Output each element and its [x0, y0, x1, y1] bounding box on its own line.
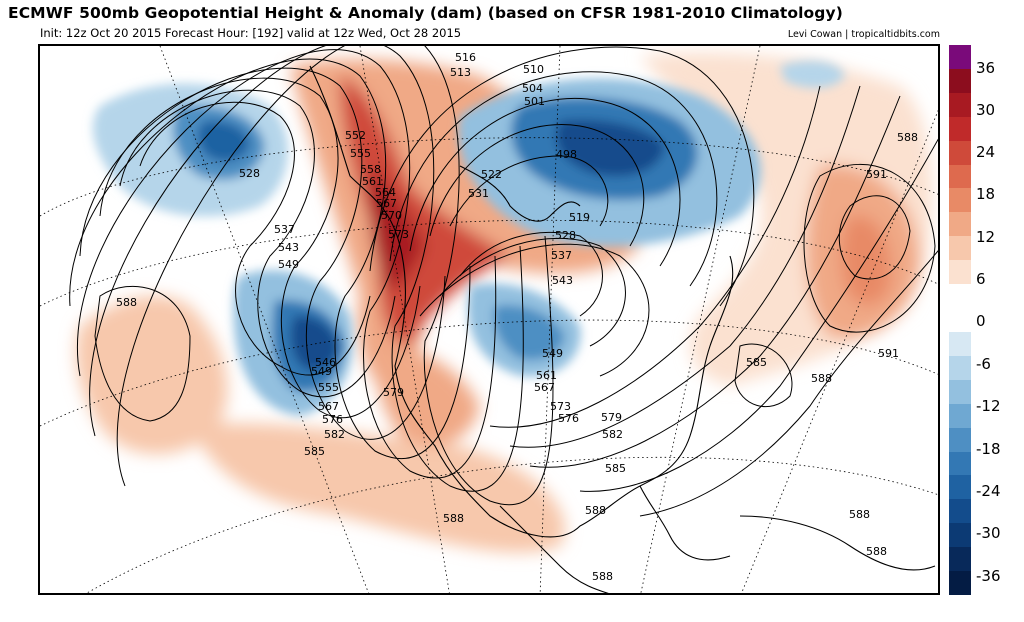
contour-label: 576	[322, 413, 343, 426]
coastlines	[309, 65, 936, 593]
colorbar-tick-label: 12	[976, 228, 996, 246]
colorbar-tick-label: -24	[976, 482, 1001, 500]
contour-label: 543	[278, 241, 299, 254]
contour-label: 549	[278, 258, 299, 271]
colorbar-segment	[949, 68, 971, 94]
contour-label: 537	[551, 249, 572, 262]
contour-label: 498	[556, 148, 577, 161]
contour-label: 588	[592, 570, 613, 583]
contour-label: 588	[443, 512, 464, 525]
contour-label: 591	[866, 168, 887, 181]
colorbar-tick-label: 6	[976, 270, 986, 288]
colorbar-segment	[949, 427, 971, 452]
contour-label: 585	[746, 356, 767, 369]
negative-anomaly-shading	[92, 60, 845, 416]
contour-label: 552	[345, 129, 366, 142]
colorbar-segment	[949, 284, 971, 309]
colorbar-tick-label: -6	[976, 355, 991, 373]
colorbar-tick-label: -12	[976, 397, 1001, 415]
colorbar-tick-label: -30	[976, 524, 1001, 542]
colorbar-segment	[949, 212, 971, 237]
contour-label: 567	[376, 197, 397, 210]
contour-label: 543	[552, 274, 573, 287]
contour-label: 573	[388, 228, 409, 241]
contour-label: 528	[555, 229, 576, 242]
colorbar-tick-label: 0	[976, 312, 986, 330]
contour-label: 558	[360, 163, 381, 176]
colorbar-segment	[949, 547, 971, 572]
contour-label: 528	[239, 167, 260, 180]
colorbar-segment	[949, 499, 971, 524]
colorbar-segment	[949, 403, 971, 429]
contour-label: 516	[455, 51, 476, 64]
contour-label: 576	[558, 412, 579, 425]
contour-label: 588	[116, 296, 137, 309]
contour-label-group: 516 513 510 504 501 498 522 531 519 528 …	[116, 51, 918, 583]
contour-label: 531	[468, 187, 489, 200]
contour-label: 573	[550, 400, 571, 413]
colorbar-segment	[949, 164, 971, 189]
forecast-info: Init: 12z Oct 20 2015 Forecast Hour: [19…	[40, 26, 462, 40]
contour-label: 588	[585, 504, 606, 517]
contour-label: 567	[318, 400, 339, 413]
contour-label: 579	[383, 386, 404, 399]
colorbar-segment	[949, 379, 971, 405]
colorbar-segment	[949, 475, 971, 500]
contour-label: 570	[381, 209, 402, 222]
anomaly-map: 516 513 510 504 501 498 522 531 519 528 …	[40, 46, 938, 593]
contour-label: 585	[605, 462, 626, 475]
contour-label: 591	[878, 347, 899, 360]
contour-label: 579	[601, 411, 622, 424]
contour-label: 555	[350, 147, 371, 160]
colorbar-segment	[949, 92, 971, 118]
contour-label: 555	[318, 381, 339, 394]
contour-label: 588	[897, 131, 918, 144]
colorbar-segment	[949, 45, 971, 70]
colorbar-segment	[949, 236, 971, 261]
map-title: ECMWF 500mb Geopotential Height & Anomal…	[8, 4, 843, 22]
author-credit: Levi Cowan | tropicaltidbits.com	[787, 29, 940, 40]
contour-label: 537	[274, 223, 295, 236]
colorbar-segment	[949, 308, 971, 333]
map-panel: 516 513 510 504 501 498 522 531 519 528 …	[38, 44, 940, 595]
colorbar-segment	[949, 116, 971, 142]
contour-label: 582	[602, 428, 623, 441]
contour-label: 564	[375, 186, 396, 199]
colorbar-segment	[949, 355, 971, 381]
contour-label: 588	[849, 508, 870, 521]
contour-label: 513	[450, 66, 471, 79]
contour-label: 549	[311, 365, 332, 378]
colorbar-tick-label: 18	[976, 185, 996, 203]
height-contours	[69, 46, 938, 517]
colorbar-segment	[949, 451, 971, 476]
contour-label: 582	[324, 428, 345, 441]
colorbar-segment	[949, 523, 971, 548]
contour-label: 585	[304, 445, 325, 458]
contour-label: 588	[811, 372, 832, 385]
colorbar-segment	[949, 260, 971, 285]
contour-label: 567	[534, 381, 555, 394]
contour-label: 546	[315, 356, 336, 369]
contour-label: 510	[523, 63, 544, 76]
colorbar-tick-label: 36	[976, 59, 996, 77]
colorbar-tick-label: -18	[976, 440, 1001, 458]
contour-label: 588	[866, 545, 887, 558]
contour-label: 504	[522, 82, 543, 95]
contour-label: 501	[524, 95, 545, 108]
contour-label: 561	[536, 369, 557, 382]
colorbar-tick-label: -36	[976, 567, 1001, 585]
anomaly-colorbar	[949, 45, 971, 596]
contour-label: 519	[569, 211, 590, 224]
colorbar-segment	[949, 331, 971, 357]
contour-label: 549	[542, 347, 563, 360]
colorbar-tick-label: 30	[976, 101, 996, 119]
contour-label: 522	[481, 168, 502, 181]
colorbar-segment	[949, 140, 971, 166]
contour-label: 561	[362, 175, 383, 188]
colorbar-segment	[949, 571, 971, 596]
lat-lon-grid	[40, 46, 938, 593]
colorbar-tick-label: 24	[976, 143, 996, 161]
colorbar-segment	[949, 188, 971, 213]
